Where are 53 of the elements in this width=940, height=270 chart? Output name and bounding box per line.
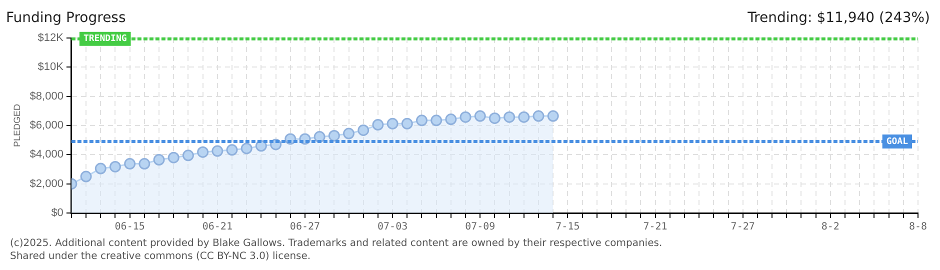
- point: [124, 158, 136, 170]
- point: [109, 160, 121, 172]
- y-axis-title: PLEDGED: [12, 103, 22, 148]
- x-tick-label: 7-15: [556, 222, 580, 233]
- point: [328, 130, 340, 142]
- text: Shared under the creative commons (CC BY-NC 3.0) license.: [10, 250, 312, 263]
- x-tick-label: 7-21: [643, 222, 668, 233]
- text: Trending: $11,940 (243%): [748, 10, 930, 26]
- point: [445, 114, 457, 126]
- point: [343, 128, 355, 140]
- point: [80, 170, 92, 182]
- y-tick-label: $2,000: [30, 178, 64, 190]
- y-tick-label: $10K: [38, 61, 64, 74]
- point: [518, 111, 530, 123]
- x-tick-label: 06-21: [202, 222, 232, 233]
- x-tick-label: 8-2: [821, 222, 840, 233]
- x-tick-label: 8-8: [908, 222, 928, 233]
- point: [401, 118, 413, 130]
- x-tick-label: 7-27: [730, 222, 755, 233]
- x-tick-label: 07-09: [465, 222, 496, 233]
- ref-line-label: GOAL: [886, 136, 909, 147]
- point: [372, 119, 384, 131]
- x-tick-label: 06-15: [114, 222, 145, 233]
- x-tick-label: 06-27: [290, 222, 320, 233]
- point: [182, 150, 194, 162]
- point: [488, 112, 500, 124]
- point: [504, 111, 516, 123]
- point: [212, 145, 224, 157]
- point: [168, 152, 180, 164]
- point: [197, 146, 209, 158]
- x-tick-label: 07-03: [377, 222, 408, 233]
- point: [153, 154, 165, 166]
- point: [94, 162, 106, 174]
- point: [474, 110, 486, 122]
- point: [314, 131, 326, 143]
- y-tick-label: $4,000: [30, 148, 64, 161]
- point: [240, 142, 252, 154]
- point: [138, 158, 150, 170]
- point: [532, 110, 544, 122]
- point: [226, 144, 238, 156]
- point: [386, 118, 398, 130]
- y-tick-label: $0: [51, 207, 64, 220]
- ref-line-label: TRENDING: [83, 34, 127, 44]
- point: [430, 114, 442, 126]
- chart-title: Funding Progress: [6, 10, 126, 26]
- point: [460, 111, 472, 123]
- text: (c)2025. Additional content provided by Blake Gallows. Trademarks and related content are owned by their respective companies.: [10, 237, 662, 250]
- point: [358, 124, 370, 136]
- point: [416, 114, 428, 126]
- y-tick-label: $6,000: [30, 120, 64, 132]
- y-tick-label: $8,000: [30, 90, 64, 102]
- y-tick-label: $12K: [38, 32, 64, 44]
- point: [547, 110, 559, 122]
